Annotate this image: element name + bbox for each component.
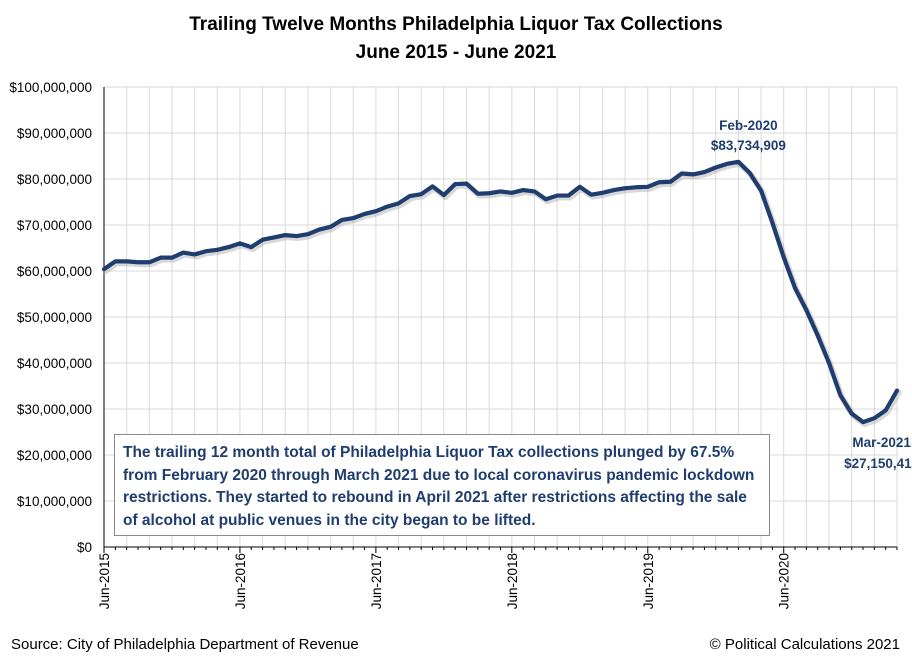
annotation-date-label: Feb-2020 [719,118,778,133]
source-credit: Source: City of Philadelphia Department … [11,636,359,653]
series-line [101,159,900,425]
y-axis-tick-labels: $0 $10,000,000 $20,000,000 $30,000,000 $40,0… [9,80,92,555]
annotations: Feb-2020 $83,734,909 Mar-2021 $27,150,414 [711,118,912,471]
y-tick-label: $60,000,000 [17,264,92,279]
y-tick-label: $80,000,000 [17,172,92,187]
x-tick-label: Jun-2019 [641,553,656,609]
x-tick-label: Jun-2020 [777,553,792,609]
annotation-value-label: $27,150,414 [844,456,912,471]
y-tick-label: $0 [77,540,92,555]
y-tick-label: $100,000,000 [9,80,92,95]
annotation-value-label: $83,734,909 [711,138,786,153]
y-tick-label: $70,000,000 [17,218,92,233]
x-axis-tick-labels: Jun-2015 Jun-2016 Jun-2017 Jun-2018 Jun-2019… [97,553,792,609]
series-line-shadow [102,160,902,428]
y-tick-label: $90,000,000 [17,126,92,141]
data-series [101,159,902,428]
y-tick-label: $10,000,000 [17,494,92,509]
chart-subtitle: June 2015 - June 2021 [355,42,557,63]
annotation-note-box: The trailing 12 month total of Philadelp… [114,434,770,536]
copyright-credit: © Political Calculations 2021 [709,636,900,653]
x-tick-label: Jun-2016 [233,553,248,609]
axes [103,87,898,553]
y-tick-label: $20,000,000 [17,448,92,463]
x-tick-label: Jun-2018 [505,553,520,609]
y-tick-label: $50,000,000 [17,310,92,325]
y-tick-label: $30,000,000 [17,402,92,417]
x-tick-label: Jun-2017 [369,553,384,609]
y-tick-label: $40,000,000 [17,356,92,371]
chart-title: Trailing Twelve Months Philadelphia Liqu… [189,14,723,35]
annotation-date-label: Mar-2021 [852,435,911,450]
x-tick-label: Jun-2015 [97,553,112,609]
